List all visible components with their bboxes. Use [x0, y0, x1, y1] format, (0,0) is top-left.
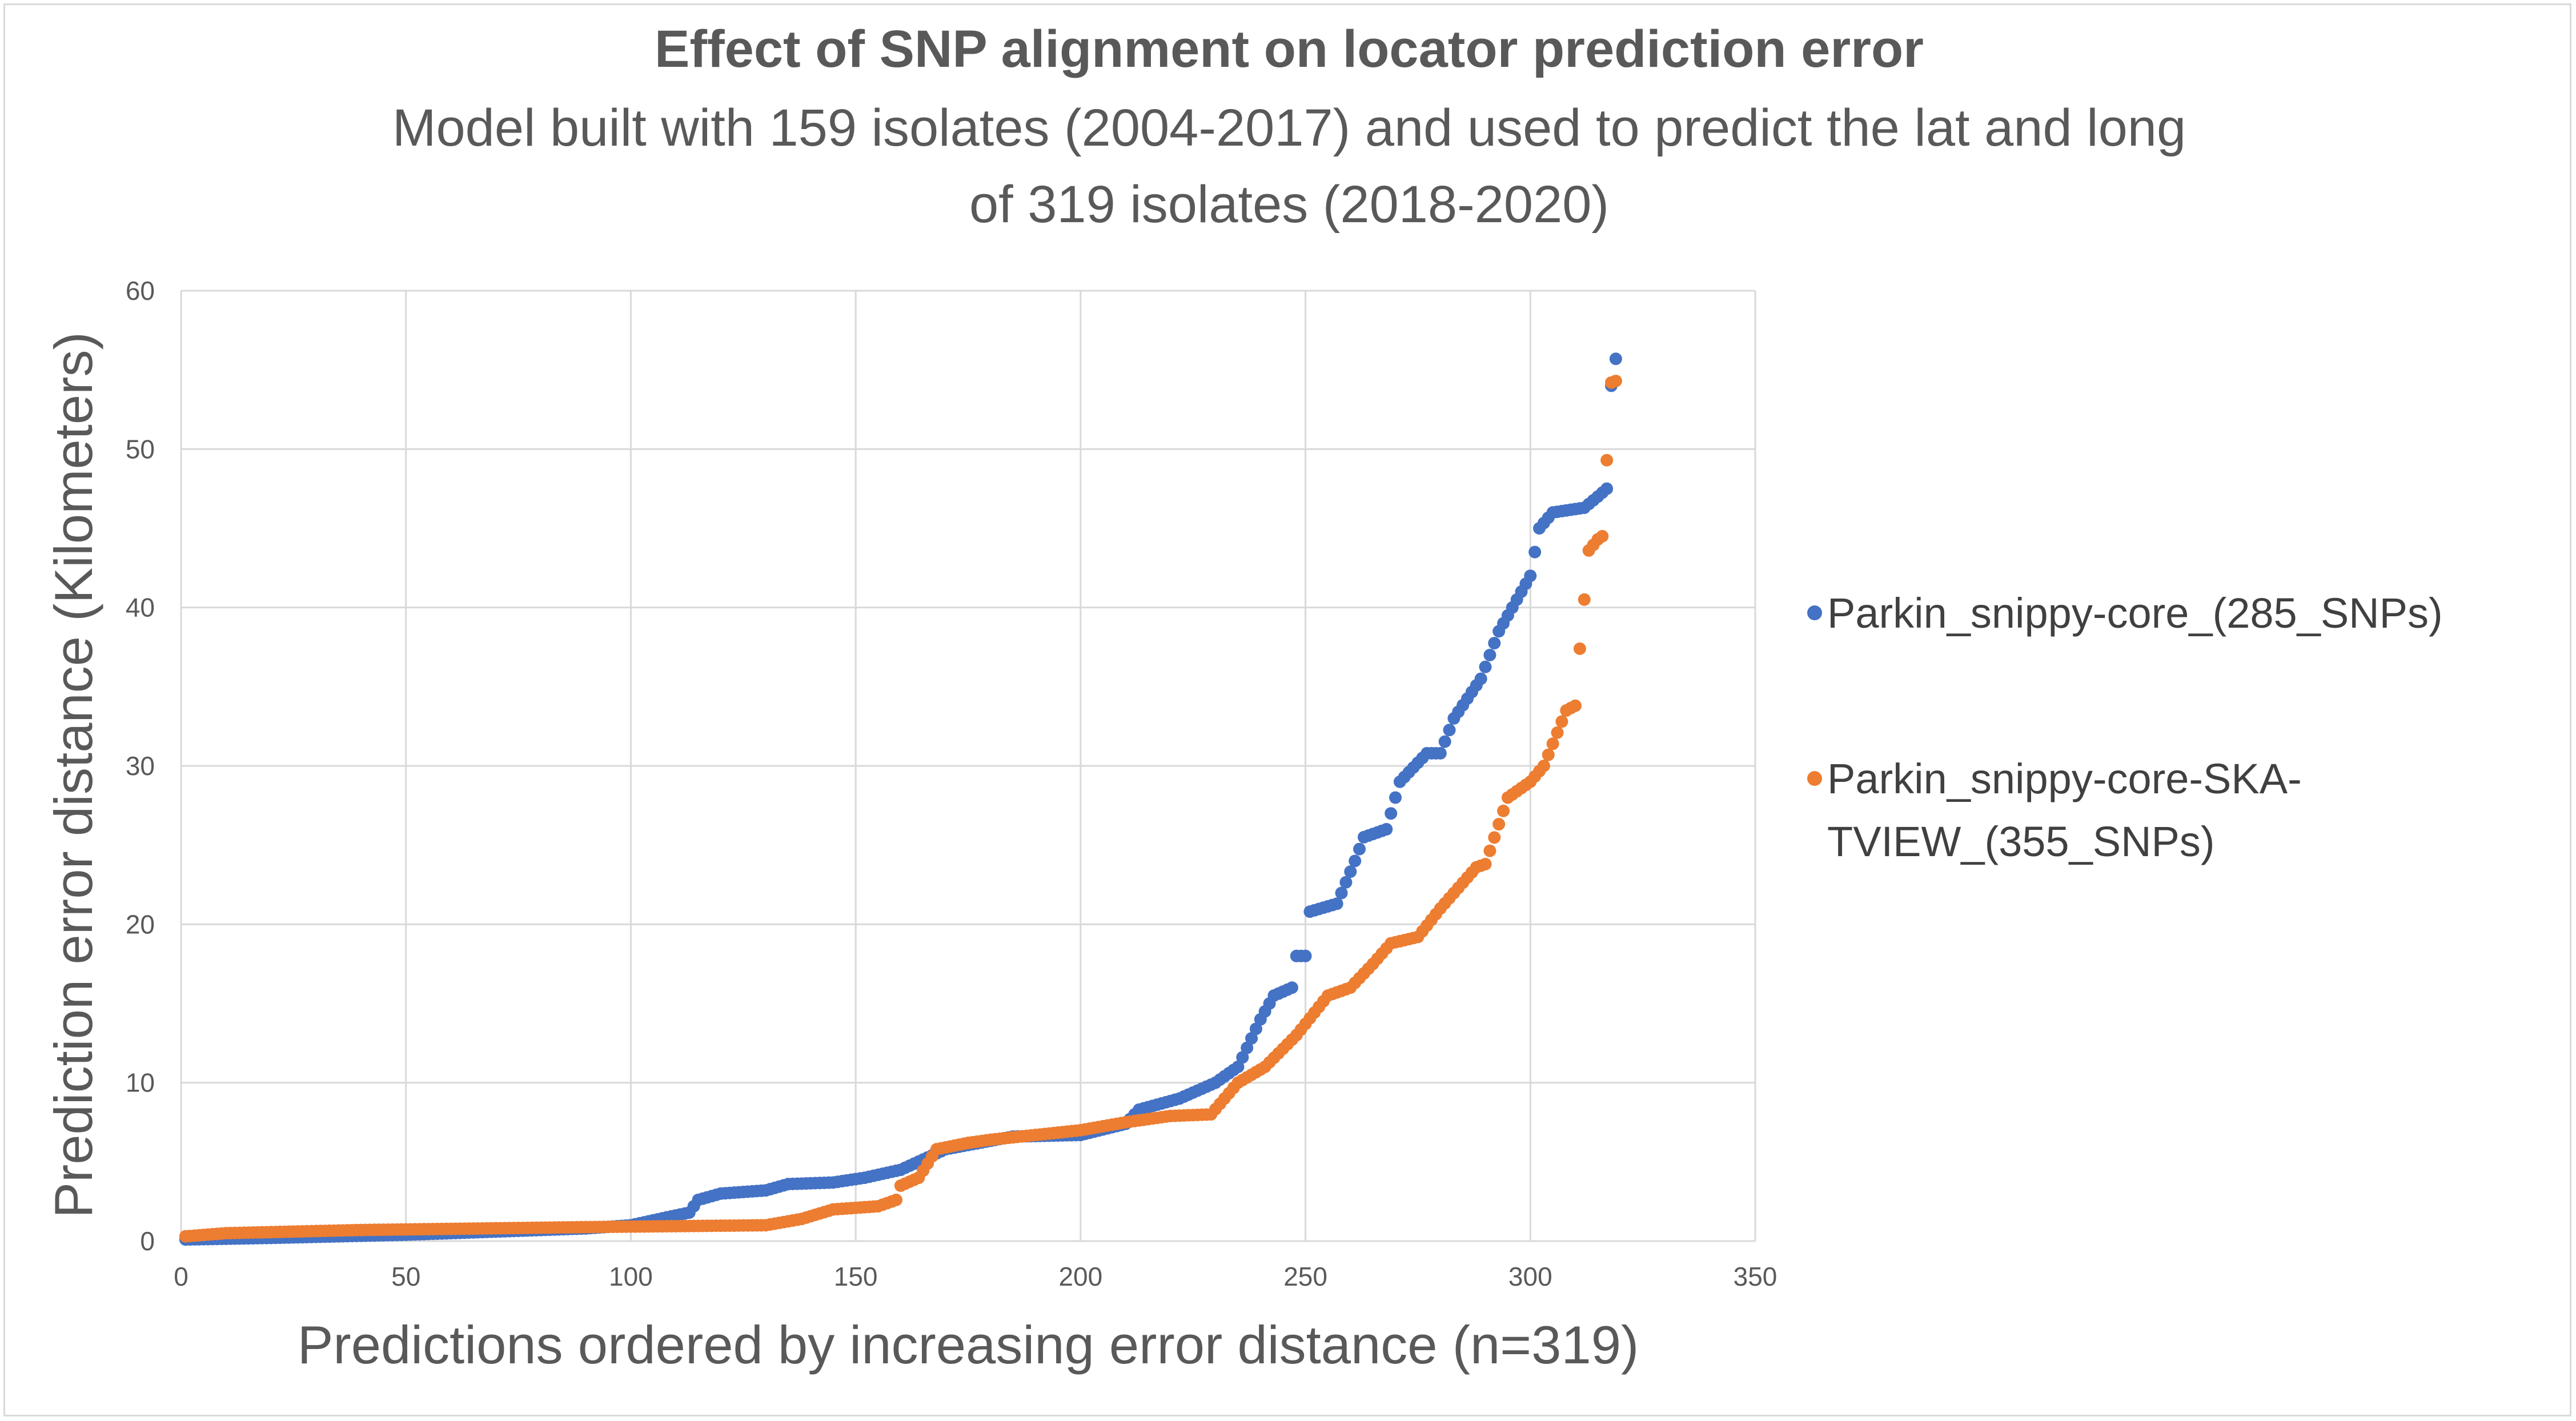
data-point — [1488, 637, 1501, 650]
data-point — [1241, 1041, 1254, 1054]
data-point — [1385, 807, 1398, 820]
data-point — [1573, 642, 1586, 655]
x-tick-label: 0 — [174, 1262, 188, 1291]
data-point — [1600, 453, 1614, 467]
legend-marker — [1807, 771, 1822, 786]
chart-subtitle-line-2: of 319 isolates (2018-2020) — [969, 175, 1609, 234]
data-point — [1488, 831, 1501, 844]
legend-label: TVIEW_(355_SNPs) — [1827, 818, 2215, 865]
axis-ticks: 0 10 20 30 40 50 60 0 50 100 150 200 250 300 350 — [126, 276, 1777, 1291]
data-point — [1537, 760, 1550, 772]
data-point — [1600, 482, 1614, 495]
x-tick-label: 250 — [1283, 1262, 1327, 1291]
x-tick-label: 300 — [1508, 1262, 1552, 1291]
data-point — [1231, 1060, 1245, 1073]
legend-label: Parkin_snippy-core_(285_SNPs) — [1827, 589, 2443, 637]
data-point — [1245, 1032, 1258, 1045]
data-points — [179, 352, 1622, 1246]
data-point — [1389, 791, 1402, 804]
data-point — [1335, 886, 1348, 900]
data-point — [1524, 569, 1537, 583]
data-point — [1330, 897, 1343, 910]
data-point — [1434, 746, 1447, 760]
data-point — [1285, 981, 1298, 994]
y-tick-label: 40 — [126, 593, 155, 623]
legend: Parkin_snippy-core_(285_SNPs) Parkin_snip… — [1807, 589, 2443, 865]
legend-label: Parkin_snippy-core-SKA- — [1827, 755, 2302, 802]
data-point — [1483, 648, 1496, 661]
data-point — [1492, 818, 1506, 831]
data-point — [1299, 949, 1312, 962]
data-point — [1497, 804, 1510, 817]
data-point — [1479, 660, 1492, 673]
data-point — [1578, 593, 1591, 606]
data-point — [1349, 854, 1362, 868]
data-point — [1555, 715, 1568, 728]
y-tick-label: 10 — [126, 1068, 155, 1098]
x-tick-label: 350 — [1734, 1262, 1777, 1291]
x-tick-label: 100 — [609, 1262, 653, 1291]
y-axis-title: Prediction error distance (Kilometers) — [43, 332, 103, 1218]
data-point — [1380, 822, 1393, 836]
data-point — [1569, 699, 1582, 712]
y-tick-label: 60 — [126, 276, 155, 306]
data-point — [1438, 735, 1451, 748]
chart-subtitle-line-1: Model built with 159 isolates (2004-2017… — [392, 99, 2186, 157]
data-point — [1344, 865, 1357, 878]
chart-frame: Effect of SNP alignment on locator predi… — [3, 3, 2571, 1416]
data-point — [1528, 545, 1542, 559]
data-point — [1236, 1051, 1249, 1064]
data-point — [1483, 844, 1496, 857]
data-point — [1339, 876, 1353, 889]
x-tick-label: 200 — [1058, 1262, 1102, 1291]
data-point — [1474, 672, 1487, 685]
data-point — [1542, 748, 1555, 761]
data-point — [1609, 375, 1622, 388]
y-tick-label: 20 — [126, 909, 155, 939]
data-point — [1353, 842, 1366, 856]
y-tick-label: 50 — [126, 434, 155, 464]
data-point — [1596, 529, 1609, 543]
x-tick-label: 50 — [391, 1262, 420, 1291]
data-point — [1609, 352, 1622, 366]
x-axis-title: Predictions ordered by increasing error … — [298, 1315, 1639, 1375]
legend-marker — [1807, 605, 1822, 620]
y-tick-label: 30 — [126, 751, 155, 781]
data-point — [1546, 737, 1559, 750]
data-point — [1551, 726, 1564, 739]
data-point — [1249, 1022, 1262, 1035]
series-2-points — [179, 375, 1622, 1243]
chart-canvas: Effect of SNP alignment on locator predi… — [43, 20, 2443, 1375]
data-point — [1443, 724, 1456, 737]
y-tick-label: 0 — [140, 1226, 155, 1256]
gridlines — [180, 290, 1756, 1242]
data-point — [1479, 857, 1492, 870]
x-tick-label: 150 — [834, 1262, 878, 1291]
chart-title: Effect of SNP alignment on locator predi… — [655, 20, 1924, 78]
data-point — [890, 1193, 903, 1206]
series-1-points — [179, 352, 1622, 1246]
